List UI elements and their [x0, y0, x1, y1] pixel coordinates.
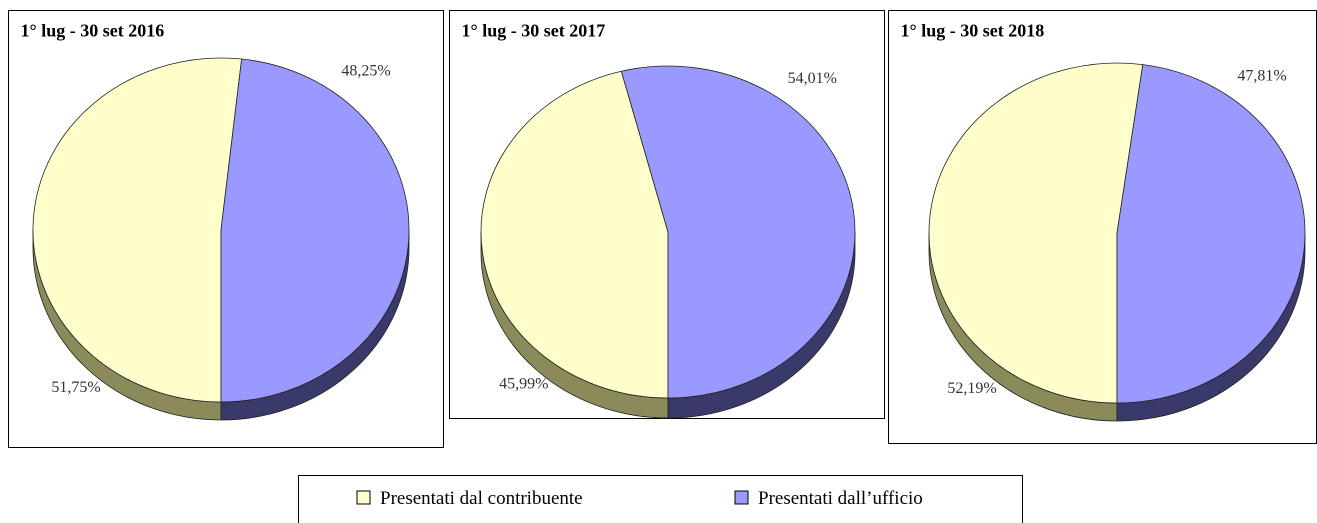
value-label: 51,75%: [51, 379, 100, 396]
legend-label: Presentati dal contribuente: [380, 488, 583, 509]
pie-slice: [32, 57, 243, 403]
pie-slice: [1116, 64, 1306, 404]
chart-title: 1° lug - 30 set 2016: [21, 21, 165, 41]
legend-swatch: [356, 490, 371, 505]
pie-slice: [620, 65, 856, 399]
value-label: 54,01%: [788, 70, 837, 87]
value-label: 52,19%: [947, 380, 996, 397]
pie-slice: [220, 58, 410, 403]
value-label: 45,99%: [499, 375, 548, 392]
pie-slice: [480, 70, 669, 399]
legend-label: Presentati dall’ufficio: [758, 488, 923, 509]
value-label: 47,81%: [1237, 67, 1286, 84]
legend-box: [298, 475, 1023, 523]
value-label: 48,25%: [341, 63, 390, 80]
pie-slice: [928, 62, 1144, 404]
legend-swatch: [734, 490, 749, 505]
chart-title: 1° lug - 30 set 2018: [901, 21, 1045, 41]
chart-title: 1° lug - 30 set 2017: [462, 21, 606, 41]
